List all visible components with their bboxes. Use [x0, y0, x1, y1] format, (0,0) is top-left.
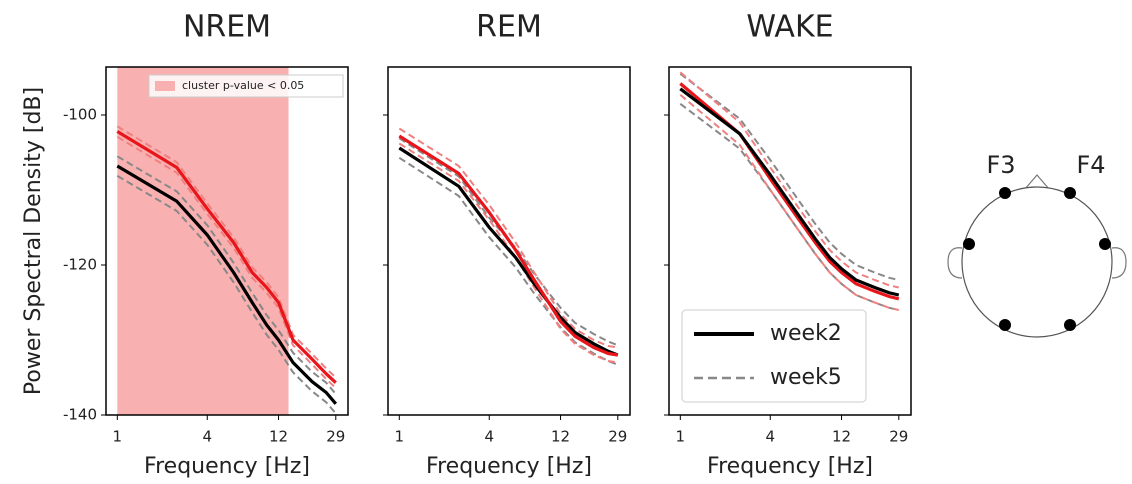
legend-label: week5 [770, 365, 842, 390]
panel-title: WAKE [746, 10, 833, 45]
series-line [679, 94, 900, 311]
series-line [679, 73, 900, 281]
x-tick-label: 29 [326, 428, 345, 446]
electrode [999, 187, 1011, 199]
electrode [1064, 319, 1076, 331]
series-line [116, 130, 337, 384]
electrode [1064, 187, 1076, 199]
series-group [116, 125, 338, 415]
x-axis-label: Frequency [Hz] [144, 454, 310, 479]
x-tick-label: 1 [676, 428, 686, 446]
plot-frame [387, 66, 631, 416]
series-line [116, 164, 338, 405]
series-line [116, 125, 337, 379]
y-axis-label: Power Spectral Density [dB] [21, 87, 46, 395]
nose [1024, 174, 1050, 190]
series-line [398, 156, 619, 366]
series-line [116, 174, 337, 415]
electrode-label: F3 [986, 151, 1015, 179]
series-line [398, 127, 618, 349]
series-line [398, 137, 619, 347]
x-tick-label: 4 [765, 428, 775, 446]
x-tick-label: 12 [832, 428, 851, 446]
x-tick-label: 29 [889, 428, 908, 446]
series-group [398, 127, 619, 366]
electrode [963, 238, 975, 250]
ear [947, 247, 963, 279]
electrode-label: F4 [1076, 151, 1105, 179]
panel: -140 -120 -100 1 4 12 29 NREM Frequency [Hz] Powe… [21, 10, 349, 479]
panel: 1 4 12 29 REM Frequency [Hz] [383, 10, 631, 479]
head-outline [961, 186, 1113, 338]
electrode [999, 319, 1011, 331]
y-tick-label: -120 [63, 256, 97, 274]
x-tick-label: 1 [395, 428, 405, 446]
series-line [398, 142, 618, 364]
series-group [679, 71, 900, 311]
electrode [1099, 238, 1111, 250]
plot-frame [668, 66, 912, 416]
significance-region [117, 67, 289, 415]
series-line [679, 71, 900, 289]
y-tick-label: -140 [63, 406, 97, 424]
series-line [116, 155, 337, 395]
x-tick-label: 1 [113, 428, 123, 446]
plot-frame [105, 66, 349, 416]
y-tick-label: -100 [63, 106, 97, 124]
x-tick-label: 29 [608, 428, 627, 446]
legend-label: week2 [770, 321, 842, 346]
head-diagram: F3 F4 [947, 151, 1127, 338]
panel-title: REM [476, 10, 542, 45]
series-line [398, 134, 619, 357]
x-tick-label: 12 [269, 428, 288, 446]
x-tick-label: 4 [484, 428, 494, 446]
x-tick-label: 4 [202, 428, 212, 446]
series-line [679, 82, 900, 301]
series-line [116, 135, 337, 389]
x-axis-label: Frequency [Hz] [426, 454, 592, 479]
shade-legend-swatch [155, 81, 175, 91]
x-axis-label: Frequency [Hz] [707, 454, 873, 479]
panel-title: NREM [183, 10, 271, 45]
series-line [679, 87, 900, 297]
series-line [679, 103, 900, 311]
panel: 1 4 12 29 WAKE Frequency [Hz] week2 week5 [664, 10, 912, 479]
x-tick-label: 12 [551, 428, 570, 446]
shade-legend-label: cluster p-value < 0.05 [182, 79, 304, 92]
shade-legend-box [148, 74, 344, 98]
ear [1111, 247, 1127, 279]
